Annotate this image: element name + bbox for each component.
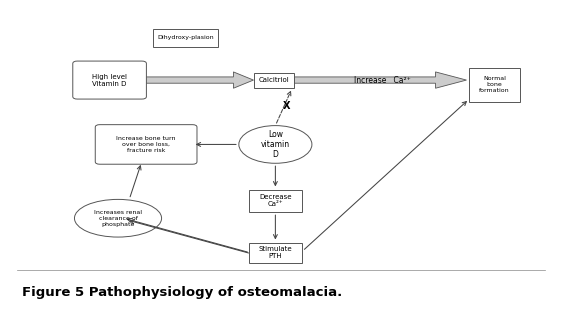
Text: Decrease
Ca²⁺: Decrease Ca²⁺ xyxy=(259,194,292,208)
FancyBboxPatch shape xyxy=(72,61,146,99)
Text: X: X xyxy=(283,101,291,111)
Text: Normal
bone
formation: Normal bone formation xyxy=(479,77,510,93)
Text: Increases renal
clearance of
phosphate: Increases renal clearance of phosphate xyxy=(94,210,142,226)
Text: Dihydroxy-plasion: Dihydroxy-plasion xyxy=(157,35,214,40)
Text: Stimulate
PTH: Stimulate PTH xyxy=(259,246,292,259)
FancyBboxPatch shape xyxy=(95,125,197,164)
Bar xyxy=(248,190,302,212)
Text: Increase bone turn
over bone loss,
fracture risk: Increase bone turn over bone loss, fract… xyxy=(116,136,176,153)
Bar xyxy=(153,29,218,47)
Bar xyxy=(254,73,294,88)
Ellipse shape xyxy=(74,199,162,237)
Bar xyxy=(248,242,302,263)
Text: High level
Vitamin D: High level Vitamin D xyxy=(92,73,127,87)
Text: Increase   Ca²⁺: Increase Ca²⁺ xyxy=(354,76,410,84)
FancyArrow shape xyxy=(142,72,253,88)
Text: Figure 5 Pathophysiology of osteomalacia.: Figure 5 Pathophysiology of osteomalacia… xyxy=(22,285,343,299)
Ellipse shape xyxy=(239,126,312,163)
Text: Low
vitamin
D: Low vitamin D xyxy=(261,130,290,159)
Bar xyxy=(469,68,520,102)
FancyArrow shape xyxy=(294,72,466,88)
Text: Calcitriol: Calcitriol xyxy=(259,77,289,83)
